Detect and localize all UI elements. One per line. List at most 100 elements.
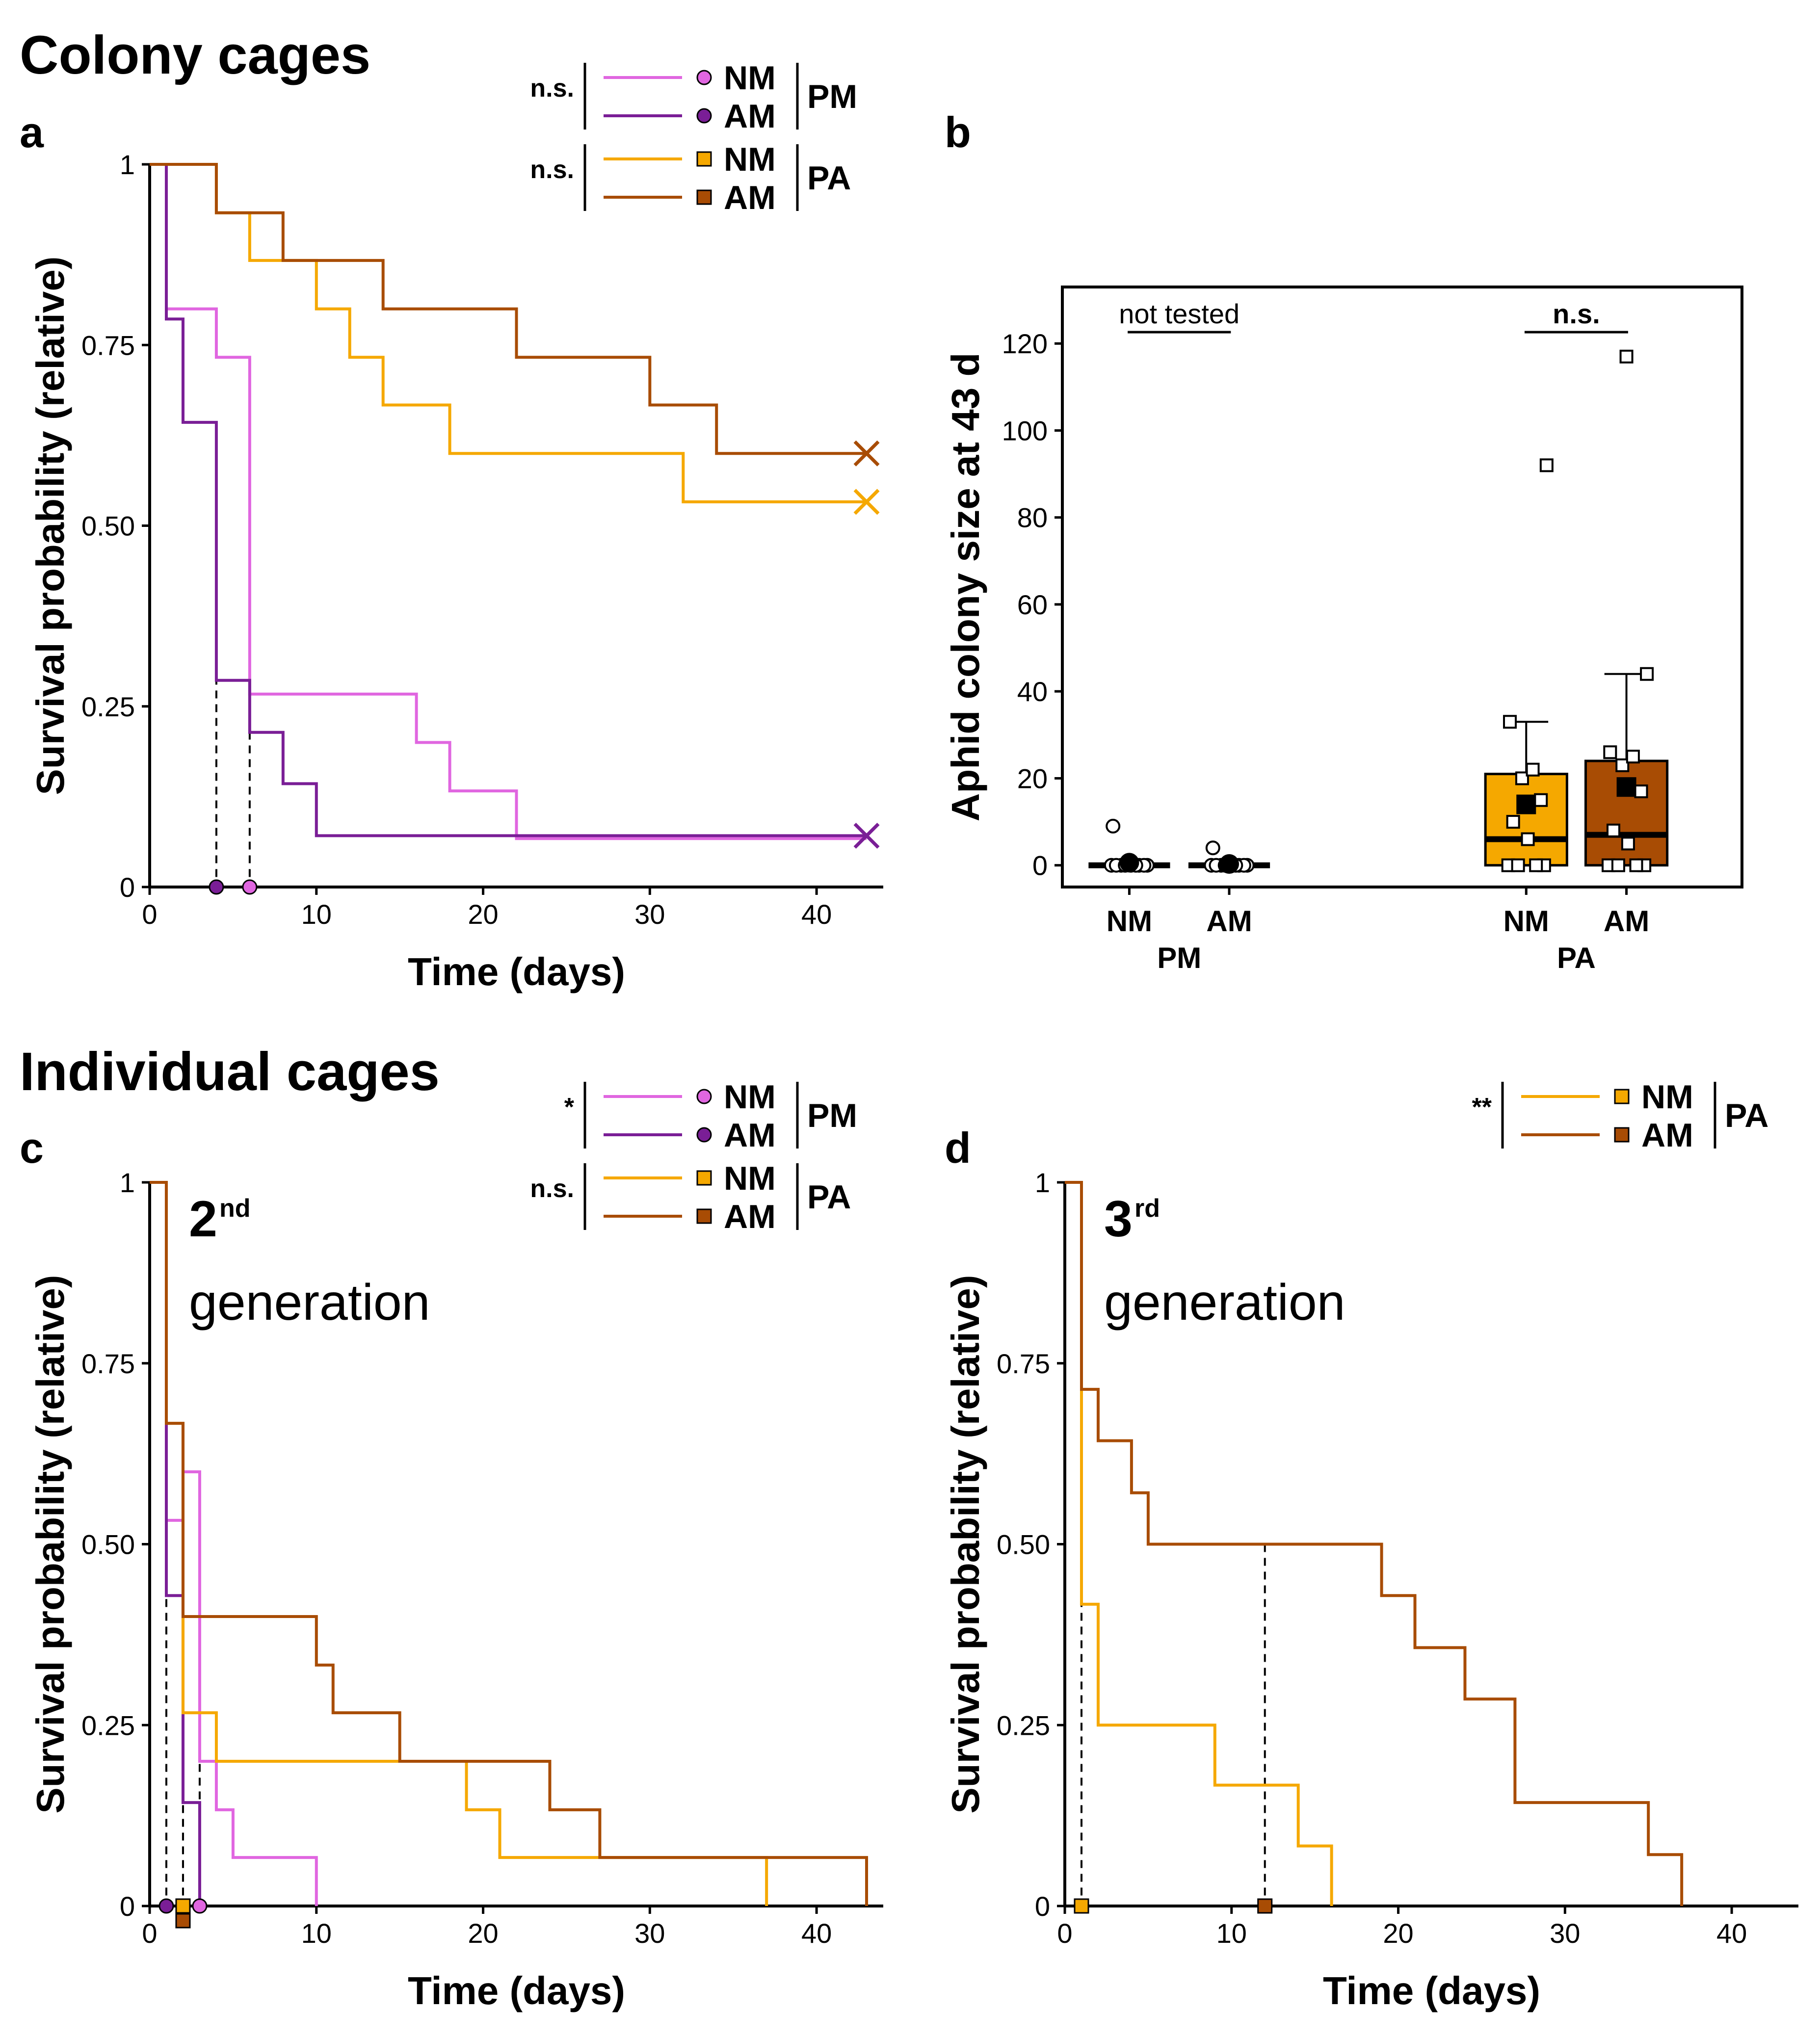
panel-d-survival-chart: d 0 10 20 30 40 0 0.25 0.50 0.75 1 Time (days) Survi… [944, 1078, 1798, 2012]
generation-ordinal: 3 [1104, 1191, 1133, 1248]
x-axis-title: Time (days) [1323, 1969, 1540, 2012]
y-tick-label: 0.50 [81, 511, 135, 542]
legend-marker [1614, 1089, 1630, 1104]
panel-label: b [945, 108, 971, 157]
y-tick-label: 0.75 [81, 1348, 135, 1379]
legend-label: NM [724, 1078, 776, 1116]
legend-marker [696, 151, 712, 167]
section-title-colony: Colony cages [20, 25, 370, 85]
x-axis-title: Time (days) [408, 950, 625, 993]
generation-suffix: rd [1134, 1194, 1160, 1223]
legend-label: NM [1641, 1078, 1693, 1116]
legend-marker [696, 108, 712, 124]
comparison-label: not tested [1119, 298, 1240, 329]
data-point [1621, 836, 1635, 851]
data-point [1626, 750, 1640, 764]
data-point [1521, 832, 1535, 846]
legend-group-label: PM [807, 78, 857, 115]
generation-suffix: nd [219, 1194, 251, 1223]
y-tick-label: 0.50 [81, 1529, 135, 1560]
legend-label: AM [724, 179, 776, 216]
legend-marker [696, 70, 712, 85]
median-marker [1074, 1898, 1089, 1914]
legend-label: AM [724, 1117, 776, 1154]
x-tick-label: 30 [1550, 1918, 1580, 1949]
mean-marker [1219, 854, 1240, 874]
x-tick-label: 40 [801, 1918, 832, 1949]
panel-a-survival-chart: a 0 10 20 30 40 0 0.25 0.50 0.75 1 Time (days) Survi… [20, 59, 883, 993]
x-tick-label: 20 [1383, 1918, 1413, 1949]
x-tick-label: 40 [801, 899, 832, 930]
median-marker [192, 1898, 208, 1914]
y-tick-label: 1 [120, 1167, 135, 1198]
y-axis-title: Survival probability (relative) [28, 1275, 72, 1813]
generation-word: generation [1104, 1274, 1345, 1331]
y-tick-label: 100 [1002, 415, 1048, 446]
plot-frame [1061, 286, 1743, 888]
legend-significance: ** [1472, 1093, 1492, 1122]
category-label: AM [1206, 905, 1252, 938]
legend-group-label: PA [807, 1178, 851, 1216]
median-marker [175, 1898, 191, 1914]
median-marker [1257, 1898, 1273, 1914]
y-tick-label: 20 [1017, 763, 1048, 794]
y-tick-label: 1 [1035, 1167, 1050, 1198]
x-tick-label: 10 [1216, 1918, 1247, 1949]
panel-b-box-chart: b 0 20 40 60 80 100 120 Aphid colony size at 43 … [944, 108, 1743, 974]
group-label: PM [1157, 941, 1201, 974]
legend-marker [696, 1208, 712, 1224]
data-point [1506, 815, 1520, 829]
x-tick-label: 30 [634, 899, 665, 930]
data-point [1603, 745, 1617, 759]
survival-curve-pa-nm [1065, 1181, 1333, 1906]
x-tick-label: 40 [1716, 1918, 1747, 1949]
legend-marker [696, 1170, 712, 1186]
x-tick-label: 0 [1057, 1918, 1072, 1949]
mean-marker [1516, 794, 1536, 814]
y-tick-label: 0 [120, 1891, 135, 1922]
data-point [1503, 715, 1517, 729]
legend-label: AM [1641, 1117, 1693, 1154]
x-tick-label: 30 [634, 1918, 665, 1949]
legend-label: AM [724, 98, 776, 135]
y-tick-label: 0 [1032, 850, 1048, 881]
y-tick-label: 120 [1002, 328, 1048, 359]
censor-mark [853, 822, 880, 849]
y-tick-label: 0.25 [81, 691, 135, 722]
legend-marker [1614, 1127, 1630, 1143]
comparison-label: n.s. [1553, 298, 1600, 329]
y-axis-title: Survival probability (relative) [28, 256, 72, 795]
survival-curve-pm-am [150, 163, 867, 837]
y-tick-label: 0.25 [997, 1710, 1050, 1741]
x-tick-label: 10 [301, 899, 332, 930]
panel-label: a [20, 108, 44, 157]
y-tick-label: 0.75 [997, 1348, 1050, 1379]
y-axis-title: Aphid colony size at 43 d [944, 353, 987, 822]
data-point [1526, 762, 1540, 777]
y-tick-label: 0 [120, 872, 135, 903]
data-point [1611, 858, 1625, 872]
data-point [1606, 823, 1620, 837]
legend-marker [696, 1089, 712, 1104]
mean-marker [1119, 853, 1139, 873]
data-point [1619, 349, 1634, 364]
category-label: NM [1107, 905, 1152, 938]
y-tick-label: 60 [1017, 589, 1048, 620]
x-axis-title: Time (days) [408, 1969, 625, 2012]
legend-label: NM [724, 1160, 776, 1197]
x-tick-label: 0 [142, 1918, 157, 1949]
legend-group-label: PA [807, 159, 851, 197]
survival-curve-pa-am [150, 163, 867, 455]
group-label: PA [1557, 941, 1596, 974]
y-axis-title: Survival probability (relative) [944, 1275, 987, 1813]
x-tick-label: 0 [142, 899, 157, 930]
generation-word: generation [189, 1274, 430, 1331]
data-point [1511, 858, 1525, 872]
x-tick-label: 10 [301, 1918, 332, 1949]
y-tick-label: 0.25 [81, 1710, 135, 1741]
panel-label: c [20, 1123, 44, 1172]
y-tick-label: 0.75 [81, 330, 135, 361]
censor-mark [853, 489, 880, 515]
legend-group-label: PM [807, 1097, 857, 1134]
